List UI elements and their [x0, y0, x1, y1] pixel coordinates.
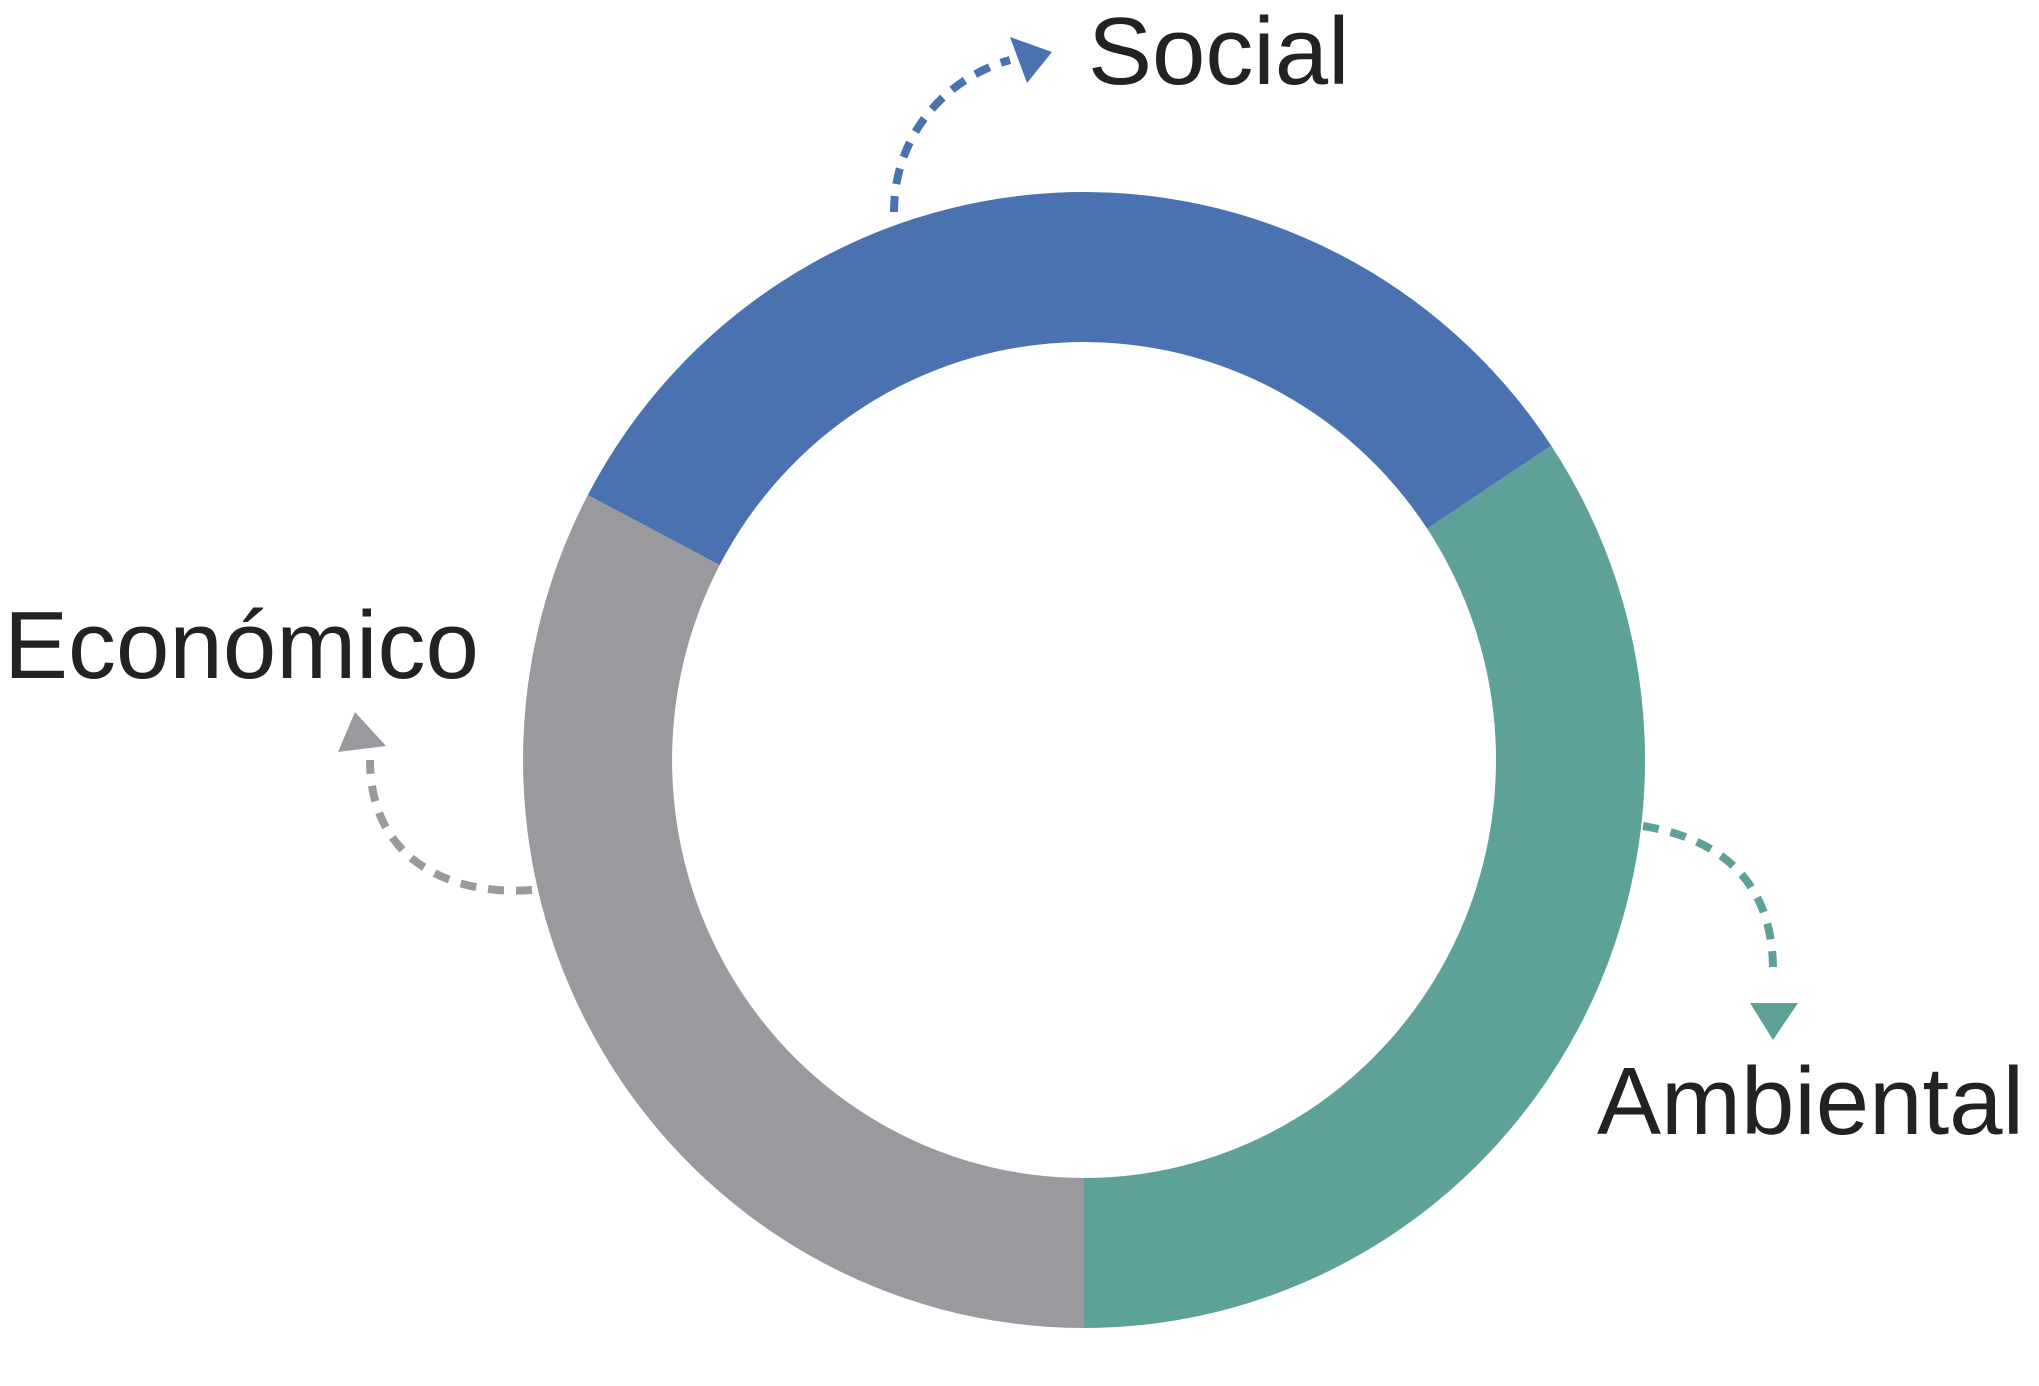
- connector-arrows: [338, 37, 1798, 1040]
- ring-segment-social: [587, 192, 1552, 566]
- ring: [523, 192, 1646, 1329]
- economico-arrow-head-icon: [338, 712, 386, 752]
- label-economico: Económico: [4, 592, 479, 699]
- economico-connector-line: [366, 759, 533, 895]
- social-connector-line: [890, 56, 1012, 213]
- label-social: Social: [1088, 0, 1349, 105]
- label-ambiental: Ambiental: [1597, 1048, 2024, 1155]
- segment-labels: Social Ambiental Económico: [4, 0, 2024, 1155]
- ring-segment-economico: [523, 495, 1084, 1329]
- ambiental-connector-line: [1642, 822, 1777, 971]
- ambiental-arrow-head-icon: [1750, 1003, 1798, 1040]
- ring-segment-ambiental: [1084, 445, 1646, 1328]
- social-arrow-head-icon: [1010, 37, 1052, 83]
